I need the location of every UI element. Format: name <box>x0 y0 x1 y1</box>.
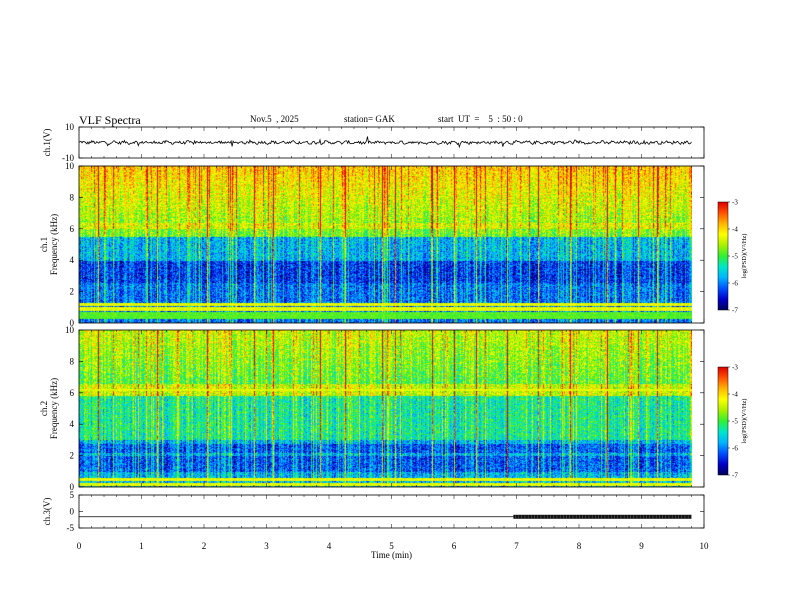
ch1-colorbar-tick-label: -6 <box>732 280 738 288</box>
spec1-panel-ytick-label: 0 <box>70 318 75 328</box>
spec1-panel-ylabel-line: ch.1 <box>39 237 49 252</box>
ch1-colorbar-tick-label: -5 <box>732 253 738 261</box>
ch1-waveform-trace <box>78 136 692 149</box>
time-axis: 0 1 2 3 4 5 6 7 8 9 10 Time (min) <box>77 541 709 560</box>
x-tick-label: 5 <box>389 541 394 551</box>
ch3-signal-ytick-label: -5 <box>67 523 75 533</box>
spec2-panel-ylabel-line: ch.2 <box>39 401 49 416</box>
x-tick-label: 2 <box>202 541 207 551</box>
ch3-signal-ylabel: ch.3(V) <box>42 498 52 526</box>
spec1-panel-ytick-label: 10 <box>65 161 75 171</box>
ch3-signal-ytick-label: 5 <box>70 490 75 500</box>
ch1-colorbar-tick-label: -4 <box>732 226 738 234</box>
ch2-colorbar-tick-label: -5 <box>732 418 738 426</box>
spec2-panel-ylabel: ch.2Frequency (kHz) <box>39 378 59 439</box>
ch3-signal-frame <box>78 494 705 529</box>
ch2-colorbar-tick-label: -7 <box>732 472 738 480</box>
spec2-panel-ytick-label: 0 <box>70 482 75 492</box>
ch1-waveform-ytick-label: 10 <box>65 122 75 132</box>
spec2-panel-ytick-label: 6 <box>70 388 75 398</box>
spec1-panel-ytick-label: 2 <box>70 287 75 297</box>
x-tick-label: 6 <box>452 541 457 551</box>
start-time-label: start UT = 5 : 50 : 0 <box>438 114 523 124</box>
spec1-panel-ytick-label: 6 <box>70 224 75 234</box>
ch2-spectrogram-panel: 0 2 4 6 8 10 ch.2Frequency (kHz) <box>39 325 705 492</box>
spec2-panel-ytick-label: 2 <box>70 451 75 461</box>
ch2-colorbar-bar <box>717 366 729 476</box>
x-tick-label: 10 <box>700 541 710 551</box>
ch3-signal-ytick-label: 0 <box>70 507 75 517</box>
x-tick-label: 3 <box>264 541 269 551</box>
station-label: station= GAK <box>344 114 395 124</box>
spec1-panel-ylabel: ch.1Frequency (kHz) <box>39 214 59 275</box>
x-axis-label: Time (min) <box>371 550 412 560</box>
ch2-colorbar-tick-label: -6 <box>732 445 738 453</box>
colorbars: -3 -4 -5 -6 -7 log(PSD)(V²/Hz) -3 -4 -5 -6 -7 log(P… <box>717 199 748 480</box>
ch1-colorbar-tick-label: -3 <box>732 199 738 207</box>
ch1-waveform-ytick-label: -10 <box>62 153 74 163</box>
ch1-spectrogram-panel: 0 2 4 6 8 10 ch.1Frequency (kHz) <box>39 161 705 328</box>
spec2-panel-ytick-label: 10 <box>65 325 75 335</box>
x-tick-label: 7 <box>514 541 519 551</box>
ch1-waveform-ylabel: ch.1(V) <box>42 129 52 157</box>
spec1-panel-ytick-label: 4 <box>70 255 75 265</box>
ch1-waveform-panel: 10 -10 ch.1(V) <box>42 122 705 163</box>
ch3-signal-ylabel-line: ch.3(V) <box>42 498 52 526</box>
ch1-colorbar-tick-label: -7 <box>732 307 738 315</box>
date-label: Nov.5 , 2025 <box>250 114 299 124</box>
ch1-colorbar-label: log(PSD)(V²/Hz) <box>741 234 748 279</box>
ch2-colorbar-label: log(PSD)(V²/Hz) <box>741 399 748 444</box>
x-tick-label: 8 <box>577 541 582 551</box>
spec1-panel-image <box>79 166 692 323</box>
spec1-panel-ytick-label: 8 <box>70 192 75 202</box>
spec2-panel-ylabel-line: Frequency (kHz) <box>49 378 59 439</box>
ch2-colorbar-tick-label: -4 <box>732 391 738 399</box>
x-tick-label: 1 <box>139 541 144 551</box>
ch3-signal-panel: 5 0 -5 ch.3(V) <box>42 490 705 533</box>
plot-title: VLF Spectra <box>79 113 141 127</box>
x-tick-label: 4 <box>327 541 332 551</box>
x-tick-label: 9 <box>639 541 644 551</box>
ch1-colorbar-bar <box>717 201 729 311</box>
ch3-pulse-block <box>513 514 692 519</box>
ch1-waveform-ylabel-line: ch.1(V) <box>42 129 52 157</box>
ch2-colorbar-tick-label: -3 <box>732 364 738 372</box>
x-tick-label: 0 <box>77 541 82 551</box>
spec1-panel-ylabel-line: Frequency (kHz) <box>49 214 59 275</box>
spec2-panel-ytick-label: 8 <box>70 356 75 366</box>
spec2-panel-image <box>79 330 692 487</box>
spec2-panel-ytick-label: 4 <box>70 419 75 429</box>
